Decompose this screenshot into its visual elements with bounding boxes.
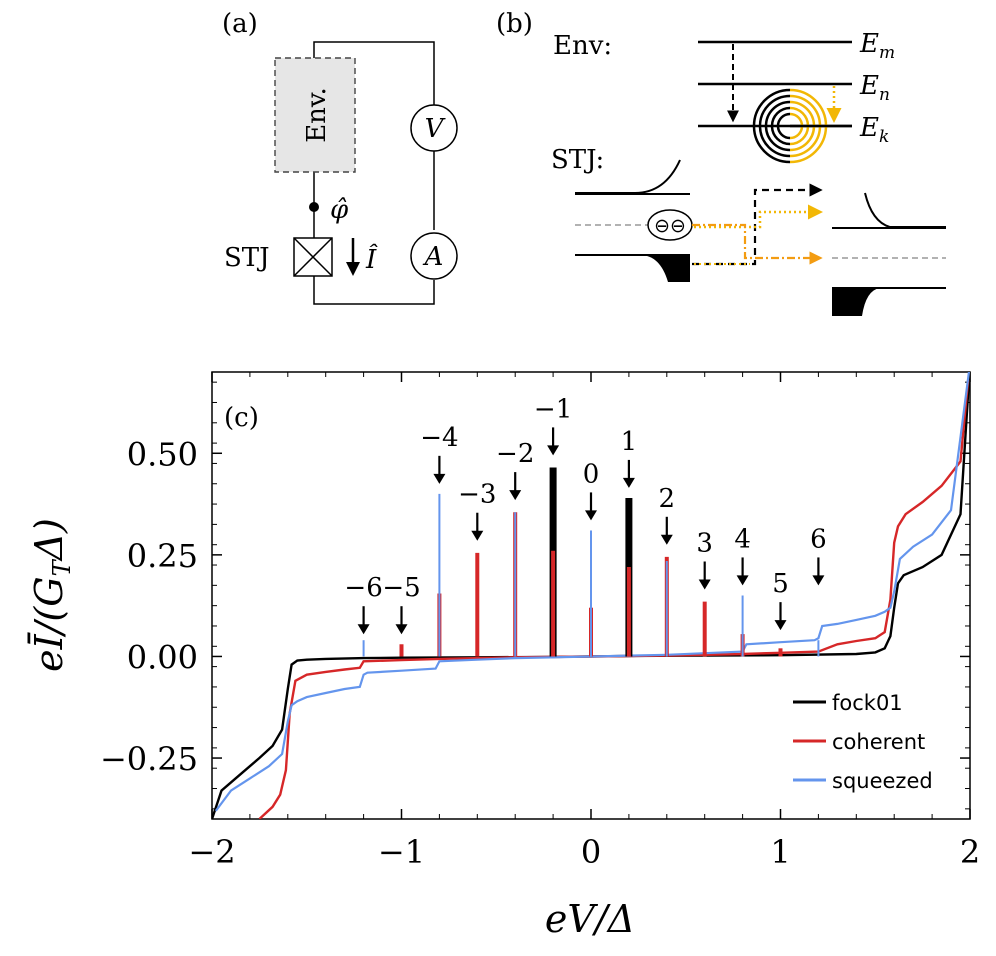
annotation-arrow-head bbox=[433, 473, 446, 484]
annotation-arrow-head bbox=[395, 624, 408, 635]
annotation-arrow-head bbox=[509, 490, 522, 501]
annotation-label: −3 bbox=[458, 480, 496, 510]
annotation-label: 1 bbox=[621, 427, 638, 457]
annotation-arrow-head bbox=[660, 534, 673, 545]
annotation-label: −5 bbox=[382, 573, 420, 603]
ammeter-symbol bbox=[410, 232, 458, 280]
y-tick-label: −0.25 bbox=[100, 740, 198, 778]
ammeter-label: A bbox=[423, 242, 444, 272]
level-em-label: Em bbox=[859, 29, 895, 63]
panel-c-label: (c) bbox=[224, 403, 259, 433]
annotation-arrow-head bbox=[547, 445, 560, 456]
annotation-label: 6 bbox=[810, 524, 827, 554]
series-line-squeezed bbox=[214, 372, 970, 812]
annotation-label: 4 bbox=[734, 524, 751, 554]
dos-right-upper bbox=[864, 192, 946, 228]
y-axis-label: eĪ/(GTΔ) bbox=[27, 518, 76, 672]
annotation-label: 0 bbox=[583, 459, 600, 489]
panel-c: (c) −2 −1 0 1 2 0.500.250.00−0.25 −6 −5−4−3−2… bbox=[27, 371, 980, 941]
panel-b-label: (b) bbox=[496, 9, 533, 39]
annotation-label: −1 bbox=[534, 394, 572, 424]
x-axis-label: eV/Δ bbox=[545, 897, 635, 941]
x-tick-label: −2 bbox=[188, 833, 235, 871]
annotation-label: 2 bbox=[659, 484, 676, 514]
x-tick-label: 0 bbox=[581, 833, 601, 871]
y-axis-ticks: 0.50 0.25 0.00 −0.25 bbox=[100, 381, 970, 810]
annotation-arrow-head bbox=[471, 530, 484, 541]
level-en-label: En bbox=[859, 71, 890, 105]
tunnel-path-orange bbox=[692, 223, 823, 265]
current-label: Î bbox=[365, 243, 378, 275]
x-axis-ticks: −2 −1 0 1 2 bbox=[188, 372, 980, 871]
annotation-label: −4 bbox=[420, 423, 458, 453]
annotation-label: 5 bbox=[772, 569, 789, 599]
y-tick-label: 0.50 bbox=[127, 435, 198, 473]
legend: fock01 coherent squeezed bbox=[793, 691, 933, 793]
annotation-arrow-head bbox=[585, 510, 597, 521]
environment-box bbox=[274, 57, 356, 173]
annotation-arrow-head bbox=[736, 575, 749, 586]
voltmeter-label: V bbox=[425, 114, 446, 144]
node-dot bbox=[309, 202, 319, 212]
junction-cross-2 bbox=[293, 237, 333, 277]
annotation-arrow-head bbox=[622, 477, 635, 488]
x-tick-label: 1 bbox=[770, 833, 790, 871]
electron-symbol: ⊖ bbox=[669, 256, 687, 281]
legend-label-squeezed: squeezed bbox=[832, 769, 933, 793]
annotation-arrow-head bbox=[698, 579, 711, 590]
voltmeter-symbol bbox=[410, 104, 458, 152]
legend-label-fock01: fock01 bbox=[832, 691, 903, 715]
legend-label-coherent: coherent bbox=[832, 730, 925, 754]
level-ek-label: Ek bbox=[859, 113, 889, 147]
y-tick-label: 0.25 bbox=[127, 537, 198, 575]
cooper-pair-symbol: ⊖⊖ bbox=[654, 215, 686, 237]
env-label-b: Env: bbox=[553, 31, 612, 61]
x-tick-label: 2 bbox=[960, 833, 980, 871]
annotation-arrow-head bbox=[774, 620, 787, 631]
dos-left-upper bbox=[575, 159, 681, 194]
stj-label-a: STJ bbox=[224, 243, 270, 273]
annotation-label: 3 bbox=[696, 529, 713, 559]
phi-label: φ̂ bbox=[330, 195, 349, 225]
annotation-arrow-head bbox=[812, 575, 825, 586]
panel-a: (a) Env. φ̂ STJ Î V A bbox=[222, 9, 458, 305]
y-tick-label: 0.00 bbox=[127, 638, 198, 676]
series-layer bbox=[212, 372, 970, 819]
wire-bottom bbox=[313, 276, 435, 305]
stj-label-b: STJ: bbox=[551, 145, 604, 175]
annotation-arrow-head bbox=[357, 624, 370, 635]
tunnel-path-yellow bbox=[694, 204, 823, 229]
annotation-label: −6 bbox=[344, 573, 382, 603]
environment-label: Env. bbox=[302, 87, 332, 143]
dos-right-lower bbox=[832, 288, 946, 316]
wire-top bbox=[313, 41, 435, 105]
photon-wave-black bbox=[752, 88, 791, 164]
x-tick-label: −1 bbox=[378, 833, 425, 871]
panel-b: (b) Env: Em En Ek STJ: bbox=[496, 9, 946, 316]
current-arrow-head bbox=[346, 262, 360, 276]
annotation-label: −2 bbox=[496, 439, 534, 469]
panel-a-label: (a) bbox=[222, 9, 258, 39]
dos-left-lower bbox=[575, 255, 690, 282]
